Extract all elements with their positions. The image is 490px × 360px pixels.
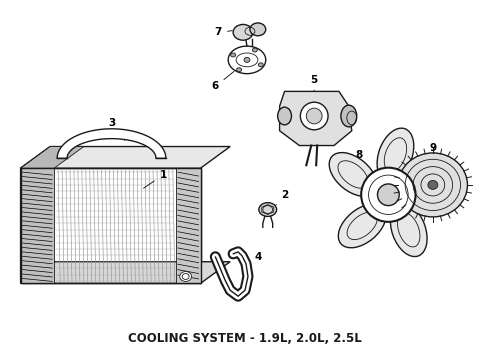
Text: 1: 1 xyxy=(144,170,167,188)
Ellipse shape xyxy=(259,203,277,216)
Polygon shape xyxy=(57,129,166,158)
Polygon shape xyxy=(21,262,230,283)
Polygon shape xyxy=(21,147,84,168)
Polygon shape xyxy=(21,147,230,168)
Ellipse shape xyxy=(338,204,386,248)
Ellipse shape xyxy=(252,48,257,52)
Ellipse shape xyxy=(329,153,377,196)
Ellipse shape xyxy=(341,105,357,127)
Text: 6: 6 xyxy=(212,72,234,91)
Polygon shape xyxy=(21,147,50,283)
Text: COOLING SYSTEM - 1.9L, 2.0L, 2.5L: COOLING SYSTEM - 1.9L, 2.0L, 2.5L xyxy=(128,332,362,345)
Text: 9: 9 xyxy=(429,144,437,159)
Ellipse shape xyxy=(377,184,399,206)
Polygon shape xyxy=(176,168,200,283)
Text: 7: 7 xyxy=(215,27,232,37)
Polygon shape xyxy=(280,91,352,145)
Ellipse shape xyxy=(237,68,242,72)
Ellipse shape xyxy=(377,128,414,181)
Ellipse shape xyxy=(180,271,192,282)
Ellipse shape xyxy=(399,164,454,198)
Ellipse shape xyxy=(391,203,427,257)
Ellipse shape xyxy=(233,24,253,40)
Ellipse shape xyxy=(231,53,236,57)
Ellipse shape xyxy=(361,168,416,222)
Ellipse shape xyxy=(428,180,438,189)
Text: 5: 5 xyxy=(311,75,318,98)
Ellipse shape xyxy=(244,58,250,62)
Ellipse shape xyxy=(278,107,292,125)
Polygon shape xyxy=(21,168,54,283)
Polygon shape xyxy=(21,168,200,283)
Ellipse shape xyxy=(258,63,263,67)
Ellipse shape xyxy=(398,153,467,217)
Text: 2: 2 xyxy=(275,190,288,206)
Text: 8: 8 xyxy=(355,150,372,177)
Ellipse shape xyxy=(228,46,266,74)
Text: 4: 4 xyxy=(242,252,262,269)
Text: 3: 3 xyxy=(108,118,124,140)
Ellipse shape xyxy=(306,108,322,124)
Ellipse shape xyxy=(300,102,328,130)
Ellipse shape xyxy=(250,23,266,36)
